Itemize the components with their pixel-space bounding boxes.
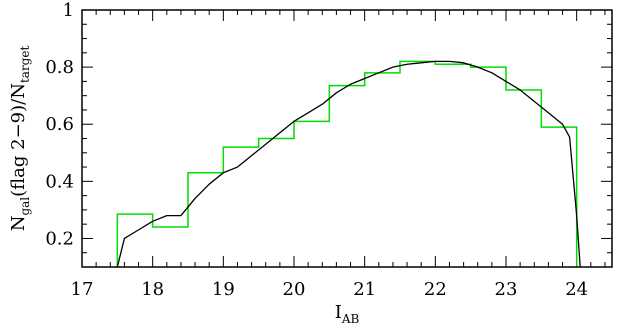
tick-labels: 17 18 19 20 21 22 23 24 0.2 0.4 0.6 0.8 1 bbox=[45, 0, 588, 300]
x-axis-label-sub: AB bbox=[341, 312, 360, 326]
y-axis-label-n1: N bbox=[8, 216, 29, 232]
y-axis-label: Ngal(flag 2−9)/Ntarget bbox=[8, 46, 32, 232]
smooth-curve-series bbox=[116, 60, 581, 268]
x-tick-label: 22 bbox=[424, 279, 447, 300]
y-tick-label: 0.6 bbox=[45, 114, 74, 135]
x-axis-label-main: I bbox=[335, 302, 342, 323]
y-tick-label: 0.4 bbox=[45, 171, 74, 192]
y-axis-label-sub2: target bbox=[18, 46, 32, 83]
y-tick-label: 0.8 bbox=[45, 57, 74, 78]
x-tick-label: 21 bbox=[353, 279, 376, 300]
x-tick-label: 20 bbox=[283, 279, 306, 300]
axis-ticks bbox=[82, 10, 612, 267]
y-axis-label-mid: (flag 2−9)/N bbox=[8, 83, 29, 197]
x-tick-label: 17 bbox=[71, 279, 94, 300]
x-tick-label: 23 bbox=[495, 279, 518, 300]
plot-frame bbox=[81, 9, 613, 268]
y-tick-label: 1 bbox=[63, 0, 74, 21]
x-axis-label: IAB bbox=[335, 302, 360, 326]
x-tick-label: 18 bbox=[141, 279, 164, 300]
y-tick-label: 0.2 bbox=[45, 228, 74, 249]
histogram-step-series bbox=[116, 60, 578, 267]
chart-series bbox=[116, 60, 581, 268]
x-tick-label: 19 bbox=[212, 279, 235, 300]
x-tick-label: 24 bbox=[565, 279, 588, 300]
y-axis-label-sub1: gal bbox=[18, 197, 32, 216]
